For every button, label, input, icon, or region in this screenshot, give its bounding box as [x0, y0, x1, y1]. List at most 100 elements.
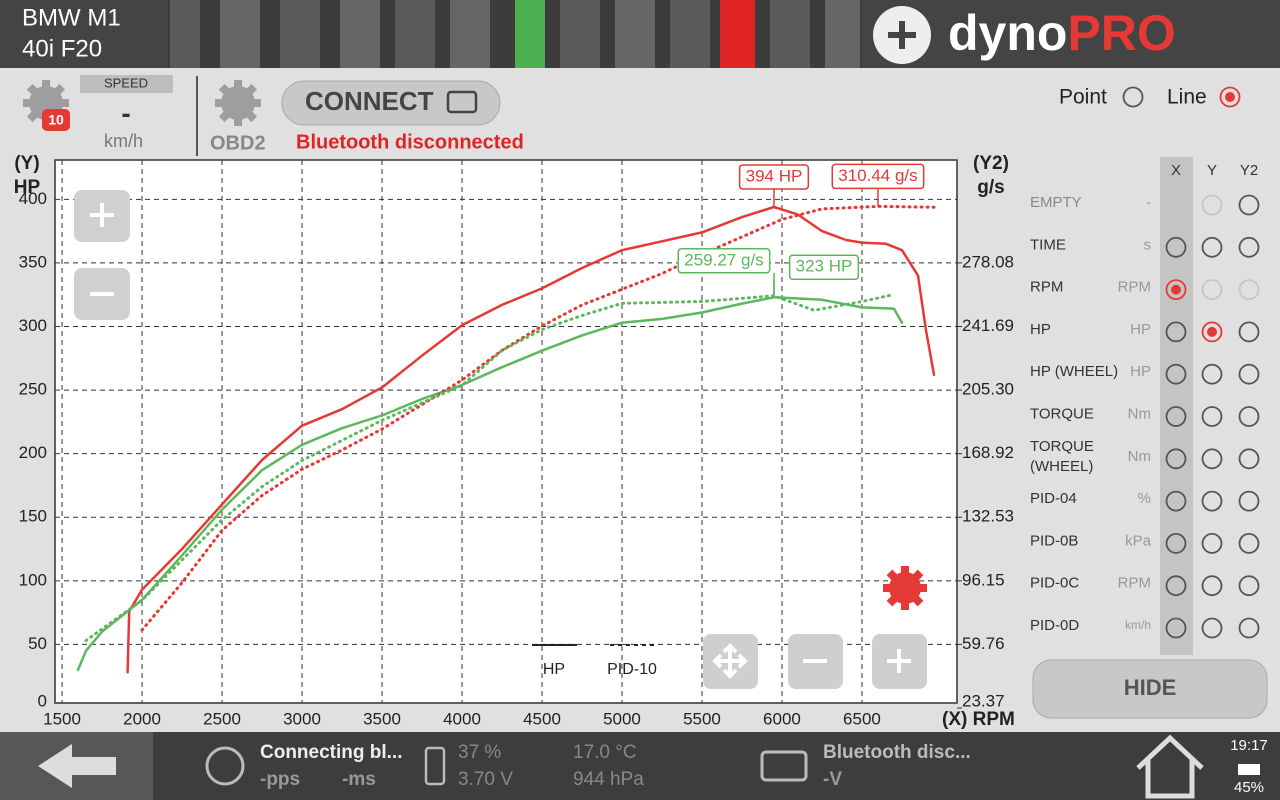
- chart: 1500 2000 2500 3000 3500 4000 4500 5000 5500 6000…: [14, 153, 1015, 730]
- ms: -ms: [342, 769, 376, 790]
- home-button[interactable]: [1136, 734, 1204, 799]
- channel-radio[interactable]: [1238, 406, 1260, 427]
- channel-name: PID-04: [1030, 490, 1077, 507]
- radio-dot: [1207, 326, 1217, 337]
- channel-unit: %: [1138, 490, 1151, 507]
- y2-tick-label: 59.76: [962, 634, 1005, 653]
- hide-button[interactable]: [1032, 659, 1268, 719]
- y2-tick-label: 278.08: [962, 252, 1014, 271]
- channel-radio[interactable]: [1165, 575, 1187, 597]
- zoom-in[interactable]: [74, 190, 130, 242]
- pan[interactable]: [703, 634, 758, 689]
- channel-radio[interactable]: [1165, 448, 1187, 470]
- voltage: 3.70 V: [458, 769, 513, 790]
- x-zoom-out[interactable]: [788, 634, 843, 689]
- channel-radio[interactable]: [1238, 363, 1260, 385]
- radio-ring: [1165, 533, 1187, 554]
- y-tick-label: 400: [19, 189, 47, 208]
- y-tick-label: 50: [28, 634, 47, 653]
- channel-radio[interactable]: [1201, 448, 1223, 470]
- connect-button[interactable]: [281, 80, 501, 126]
- logo-box: [862, 0, 1280, 68]
- radio-ring: [1238, 617, 1260, 639]
- channel-unit: s: [1144, 236, 1152, 253]
- hide-label: HIDE: [1124, 675, 1177, 700]
- channel-name: PID-0B: [1030, 532, 1078, 549]
- mode-radio[interactable]: [1219, 86, 1241, 108]
- gauge-icon: [205, 746, 245, 786]
- x-tick-label: 1500: [43, 709, 81, 728]
- radio-ring: [1165, 363, 1187, 385]
- radio-ring: [1165, 617, 1187, 639]
- x-tick-label: 4000: [443, 709, 481, 728]
- y2-tick-label: 241.69: [962, 316, 1014, 335]
- channel-radio[interactable]: [1165, 236, 1187, 258]
- channel-radio[interactable]: [1201, 363, 1223, 385]
- logo-accent: PRO: [1067, 5, 1175, 61]
- badge: [42, 109, 70, 131]
- channel-radio[interactable]: [1165, 321, 1187, 343]
- engine-icon: [446, 90, 478, 114]
- radio-ring: [1165, 321, 1187, 343]
- obd-voltage: -V: [823, 769, 842, 790]
- radio-ring: [1165, 236, 1187, 258]
- channel-radio[interactable]: [1201, 575, 1223, 597]
- channel-radio[interactable]: [1201, 617, 1223, 639]
- back-button[interactable]: [0, 732, 153, 800]
- chart-settings[interactable]: [883, 566, 927, 610]
- channel-radio[interactable]: [1165, 617, 1187, 639]
- radio-ring: [1238, 194, 1260, 216]
- status: Bluetooth disconnected: [296, 131, 524, 153]
- channel-name: PID-0C: [1030, 575, 1079, 592]
- channel-radio[interactable]: [1201, 533, 1223, 554]
- channel-radio[interactable]: [1201, 236, 1223, 258]
- channel-unit: -: [1146, 194, 1151, 211]
- obd-gear[interactable]: [215, 80, 261, 126]
- bottom-bar: [0, 732, 1280, 800]
- legend-label: PID-10: [607, 661, 657, 678]
- channel-radio[interactable]: [1238, 575, 1260, 597]
- channel-radio[interactable]: [1165, 406, 1187, 427]
- y-axis-label: HP: [14, 177, 41, 198]
- speed-value: -: [121, 97, 130, 128]
- radio-ring: [1201, 575, 1223, 597]
- channel-radio[interactable]: [1238, 448, 1260, 470]
- y2-axis-label: g/s: [977, 177, 1004, 198]
- channel-radio[interactable]: [1238, 236, 1260, 258]
- channel-name: PID-0D: [1030, 617, 1079, 634]
- zoom-out[interactable]: [74, 268, 130, 320]
- channel-radio[interactable]: [1165, 363, 1187, 385]
- channel-radio[interactable]: [1238, 194, 1260, 216]
- channel-radio[interactable]: [1201, 321, 1223, 343]
- annotation-box: [677, 248, 771, 274]
- radio-ring: [1201, 448, 1223, 470]
- radio-ring: [1201, 533, 1223, 554]
- radio-ring: [1238, 533, 1260, 554]
- channel-name-line: TORQUE: [1030, 438, 1094, 455]
- x-tick-label: 4500: [523, 709, 561, 728]
- mode-label: Point: [1059, 86, 1107, 109]
- channel-radio[interactable]: [1238, 617, 1260, 639]
- y2-axis-label: (Y2): [973, 153, 1009, 174]
- logo: dynoPRO: [948, 5, 1176, 61]
- channel-radio[interactable]: [1165, 533, 1187, 554]
- channel-radio[interactable]: [1238, 321, 1260, 343]
- channel-radio[interactable]: [1165, 490, 1187, 512]
- radio-ring: [1201, 406, 1223, 427]
- speed-unit: km/h: [104, 131, 143, 151]
- channel-radio[interactable]: [1165, 279, 1187, 301]
- radio-dot: [1225, 92, 1235, 102]
- x-zoom-in[interactable]: [872, 634, 927, 689]
- mode-selector: Point Line: [1059, 86, 1241, 109]
- channel-radio[interactable]: [1238, 490, 1260, 512]
- radio-ring: [1165, 279, 1187, 301]
- mode-radio[interactable]: [1122, 86, 1144, 108]
- channel-name: HP: [1030, 321, 1051, 338]
- channel-radio[interactable]: [1201, 490, 1223, 512]
- device-battery: 45%: [1234, 779, 1264, 796]
- channel-radio[interactable]: [1238, 533, 1260, 554]
- channel-radio: [1238, 279, 1260, 301]
- channel-radio[interactable]: [1201, 406, 1223, 427]
- y-tick-label: 250: [19, 380, 47, 399]
